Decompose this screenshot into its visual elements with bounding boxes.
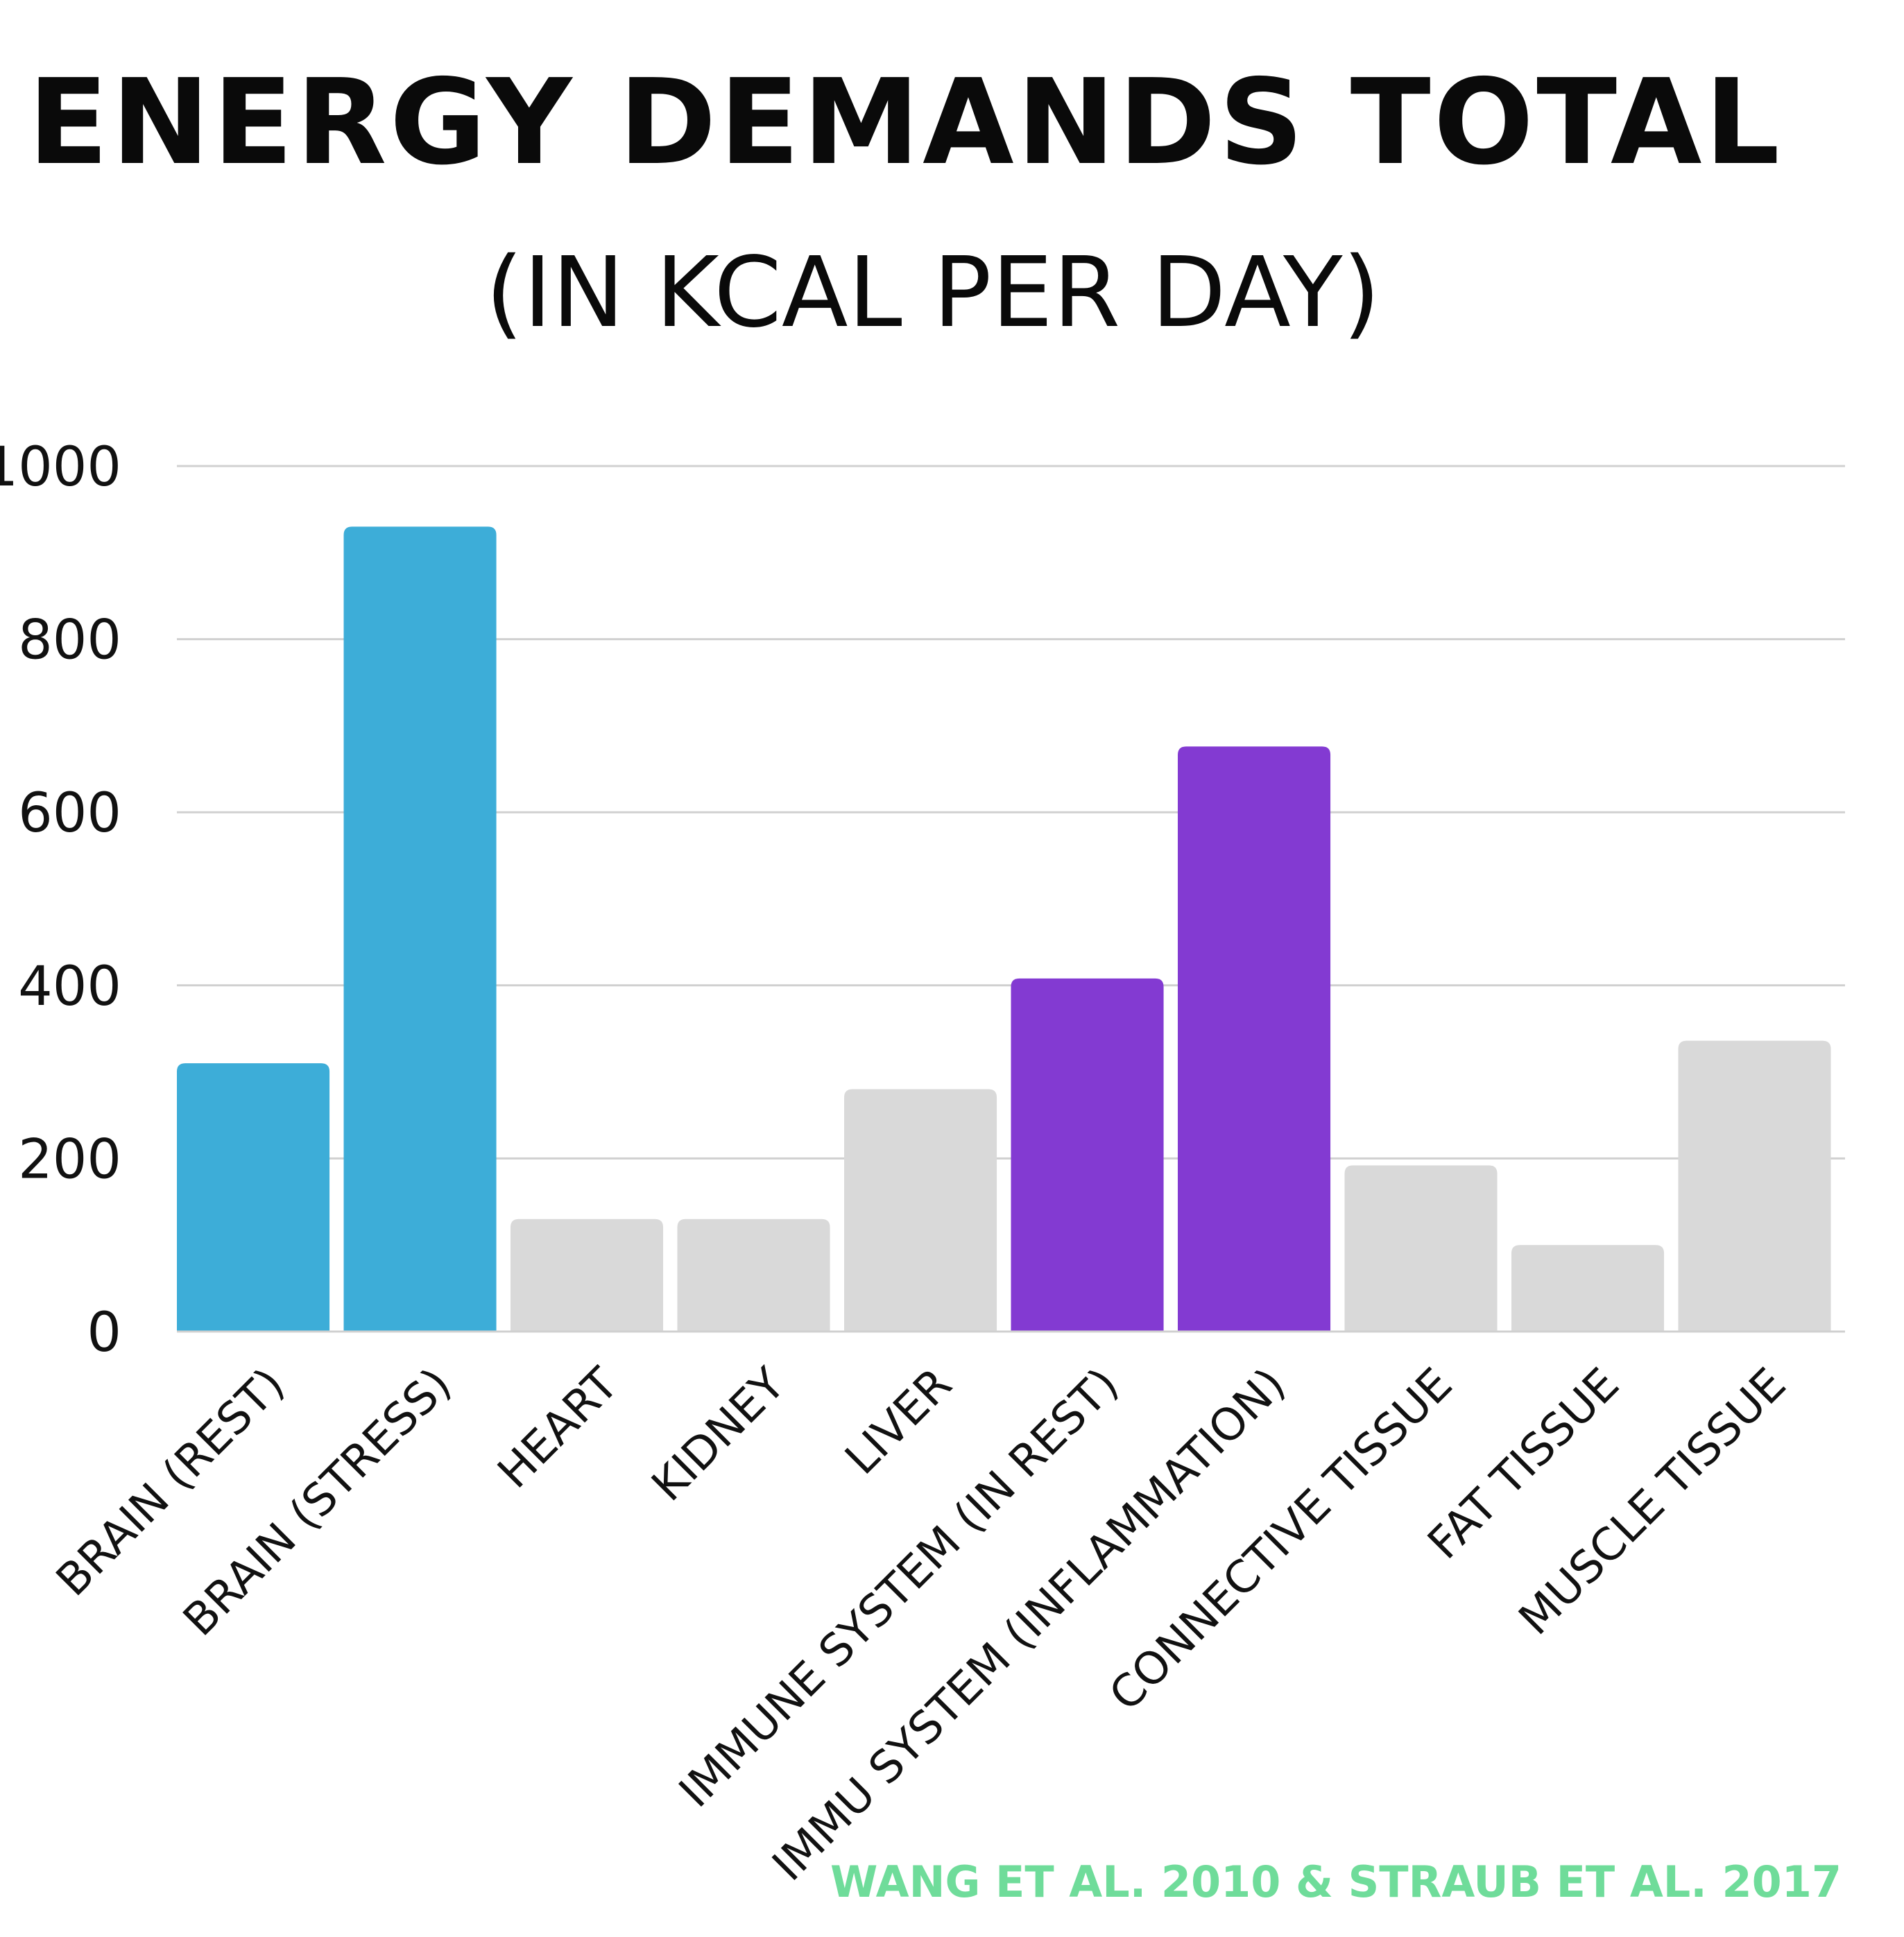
bar-muscle-tissue (1678, 1040, 1831, 1332)
x-tick-label-heart: HEART (488, 1358, 628, 1498)
y-tick-label-800: 800 (18, 610, 121, 672)
bar-kidney (677, 1219, 830, 1332)
bar-immu-system-inflammation (1178, 746, 1331, 1332)
y-tick-label-1000: 1000 (0, 436, 121, 499)
x-tick-label-kidney: KIDNEY (642, 1358, 796, 1511)
source-citation: WANG ET AL. 2010 & STRAUB ET AL. 2017 (830, 1857, 1842, 1907)
bar-brain-stress (343, 526, 497, 1332)
bars (177, 526, 1845, 1333)
y-tick-label-600: 600 (18, 782, 121, 845)
x-tick-label-connective-tissue: CONNECTIVE TISSUE (1100, 1359, 1463, 1721)
bar-fat-tissue (1511, 1245, 1665, 1332)
y-tick-label-200: 200 (18, 1128, 121, 1191)
x-tick-label-liver: LIVER (836, 1359, 962, 1485)
bar-brain-rest (177, 1063, 330, 1332)
bar-connective-tissue (1344, 1165, 1498, 1332)
y-tick-label-0: 0 (87, 1302, 121, 1364)
chart-subtitle: (IN KCAL PER DAY) (486, 236, 1380, 350)
bar-immune-system-in-rest (1011, 978, 1164, 1332)
x-axis-ticks: BRAIN (REST)BRAIN (STRESS) HEART KIDNEY LIV… (47, 1358, 1796, 1891)
bar-liver (844, 1089, 997, 1332)
bar-heart (511, 1219, 664, 1332)
y-axis-ticks: 0 200 400 600 800 1000 (0, 436, 121, 1364)
chart-title: ENERGY DEMANDS TOTAL (28, 54, 1783, 191)
y-tick-label-400: 400 (18, 956, 121, 1018)
